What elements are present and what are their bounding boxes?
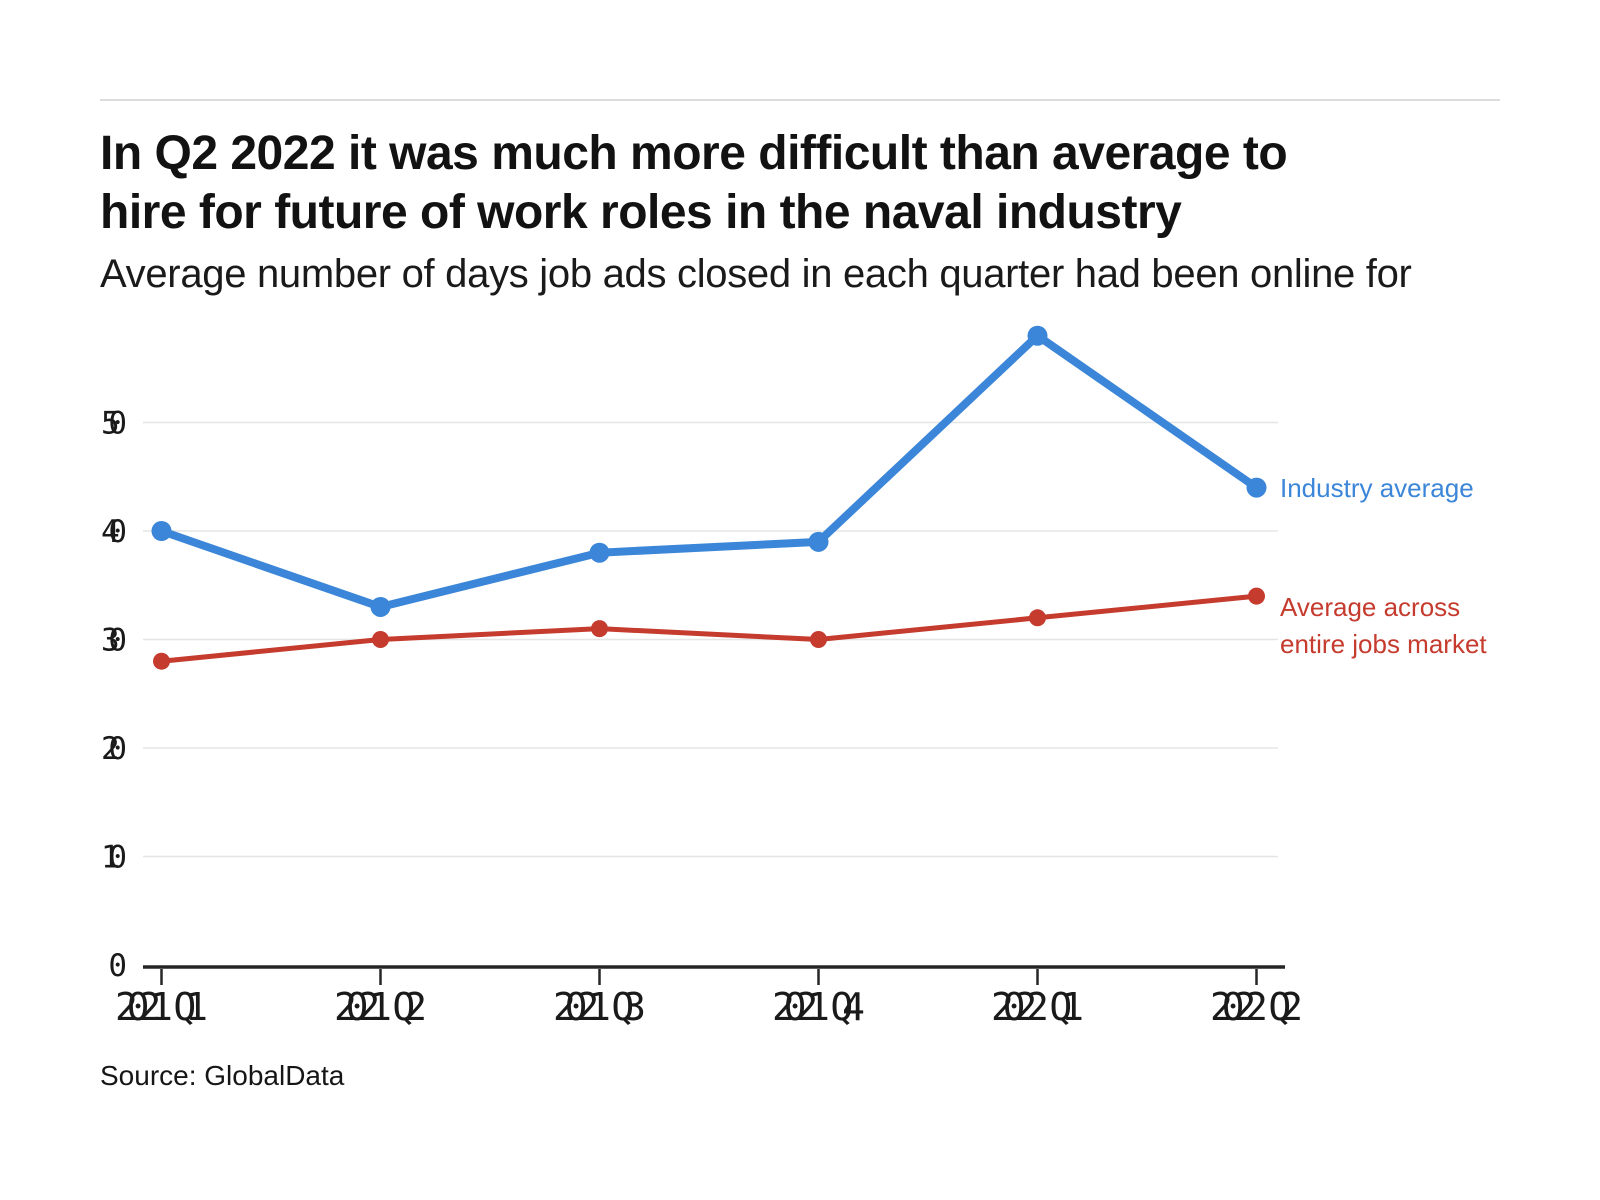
data-point-industry-average-2021-Q3	[589, 542, 610, 563]
series-average-across-entire-jobs-market	[153, 587, 1265, 670]
y-tick-label-20: 20	[101, 731, 127, 767]
chart-title-line-2: hire for future of work roles in the nav…	[100, 186, 1182, 239]
data-point-average-across-entire-jobs-market-2022-Q2	[1248, 587, 1265, 605]
legend-label-industry-average-line-1: Industry average	[1280, 473, 1474, 503]
data-point-industry-average-2021-Q4	[808, 531, 829, 552]
legend: Industry average Average across entire job…	[1280, 473, 1487, 659]
data-point-average-across-entire-jobs-market-2021-Q2	[372, 631, 389, 648]
x-tick-label-4: 2022 Q1	[991, 985, 1084, 1029]
chart-subtitle: Average number of days job ads closed in…	[100, 252, 1412, 296]
series-industry-average	[151, 325, 1267, 617]
legend-label-average-across-entire-jobs-market-line-1: Average across	[1280, 592, 1460, 622]
chart-title-line-1: In Q2 2022 it was much more difficult th…	[100, 127, 1288, 180]
y-axis-labels: 0 10 20 30 40 50	[101, 406, 127, 985]
data-point-industry-average-2022-Q2	[1246, 477, 1267, 498]
series-line-average-across-entire-jobs-market	[159, 593, 1259, 664]
data-point-average-across-entire-jobs-market-2021-Q3	[591, 620, 608, 638]
data-point-industry-average-2022-Q1	[1027, 325, 1048, 346]
y-tick-label-0: 0	[108, 948, 127, 984]
gridlines	[143, 421, 1278, 858]
data-point-industry-average-2021-Q1	[151, 521, 172, 541]
source-note: Source: GlobalData	[100, 1060, 345, 1091]
x-axis: 2021 Q1 2021 Q2 2021 Q3 2021 Q4 2022 Q1 2022 …	[115, 965, 1303, 1029]
x-tick-label-1: 2021 Q2	[334, 985, 427, 1029]
data-point-average-across-entire-jobs-market-2021-Q4	[810, 631, 827, 648]
y-tick-label-50: 50	[101, 406, 127, 442]
y-tick-label-30: 30	[101, 623, 127, 659]
data-point-average-across-entire-jobs-market-2022-Q1	[1029, 609, 1046, 627]
series-line-industry-average	[157, 331, 1261, 611]
y-tick-label-10: 10	[101, 840, 127, 876]
data-point-average-across-entire-jobs-market-2021-Q1	[153, 652, 170, 670]
top-rule	[100, 99, 1500, 101]
y-tick-label-40: 40	[101, 514, 127, 550]
data-point-industry-average-2021-Q2	[370, 596, 391, 617]
x-tick-label-5: 2022 Q2	[1210, 985, 1303, 1029]
x-tick-label-3: 2021 Q4	[772, 985, 865, 1029]
chart-title: In Q2 2022 it was much more difficult th…	[100, 124, 1288, 242]
legend-label-average-across-entire-jobs-market-line-2: entire jobs market	[1280, 629, 1487, 659]
x-tick-label-0: 2021 Q1	[115, 985, 208, 1029]
x-tick-label-2: 2021 Q3	[553, 985, 646, 1029]
